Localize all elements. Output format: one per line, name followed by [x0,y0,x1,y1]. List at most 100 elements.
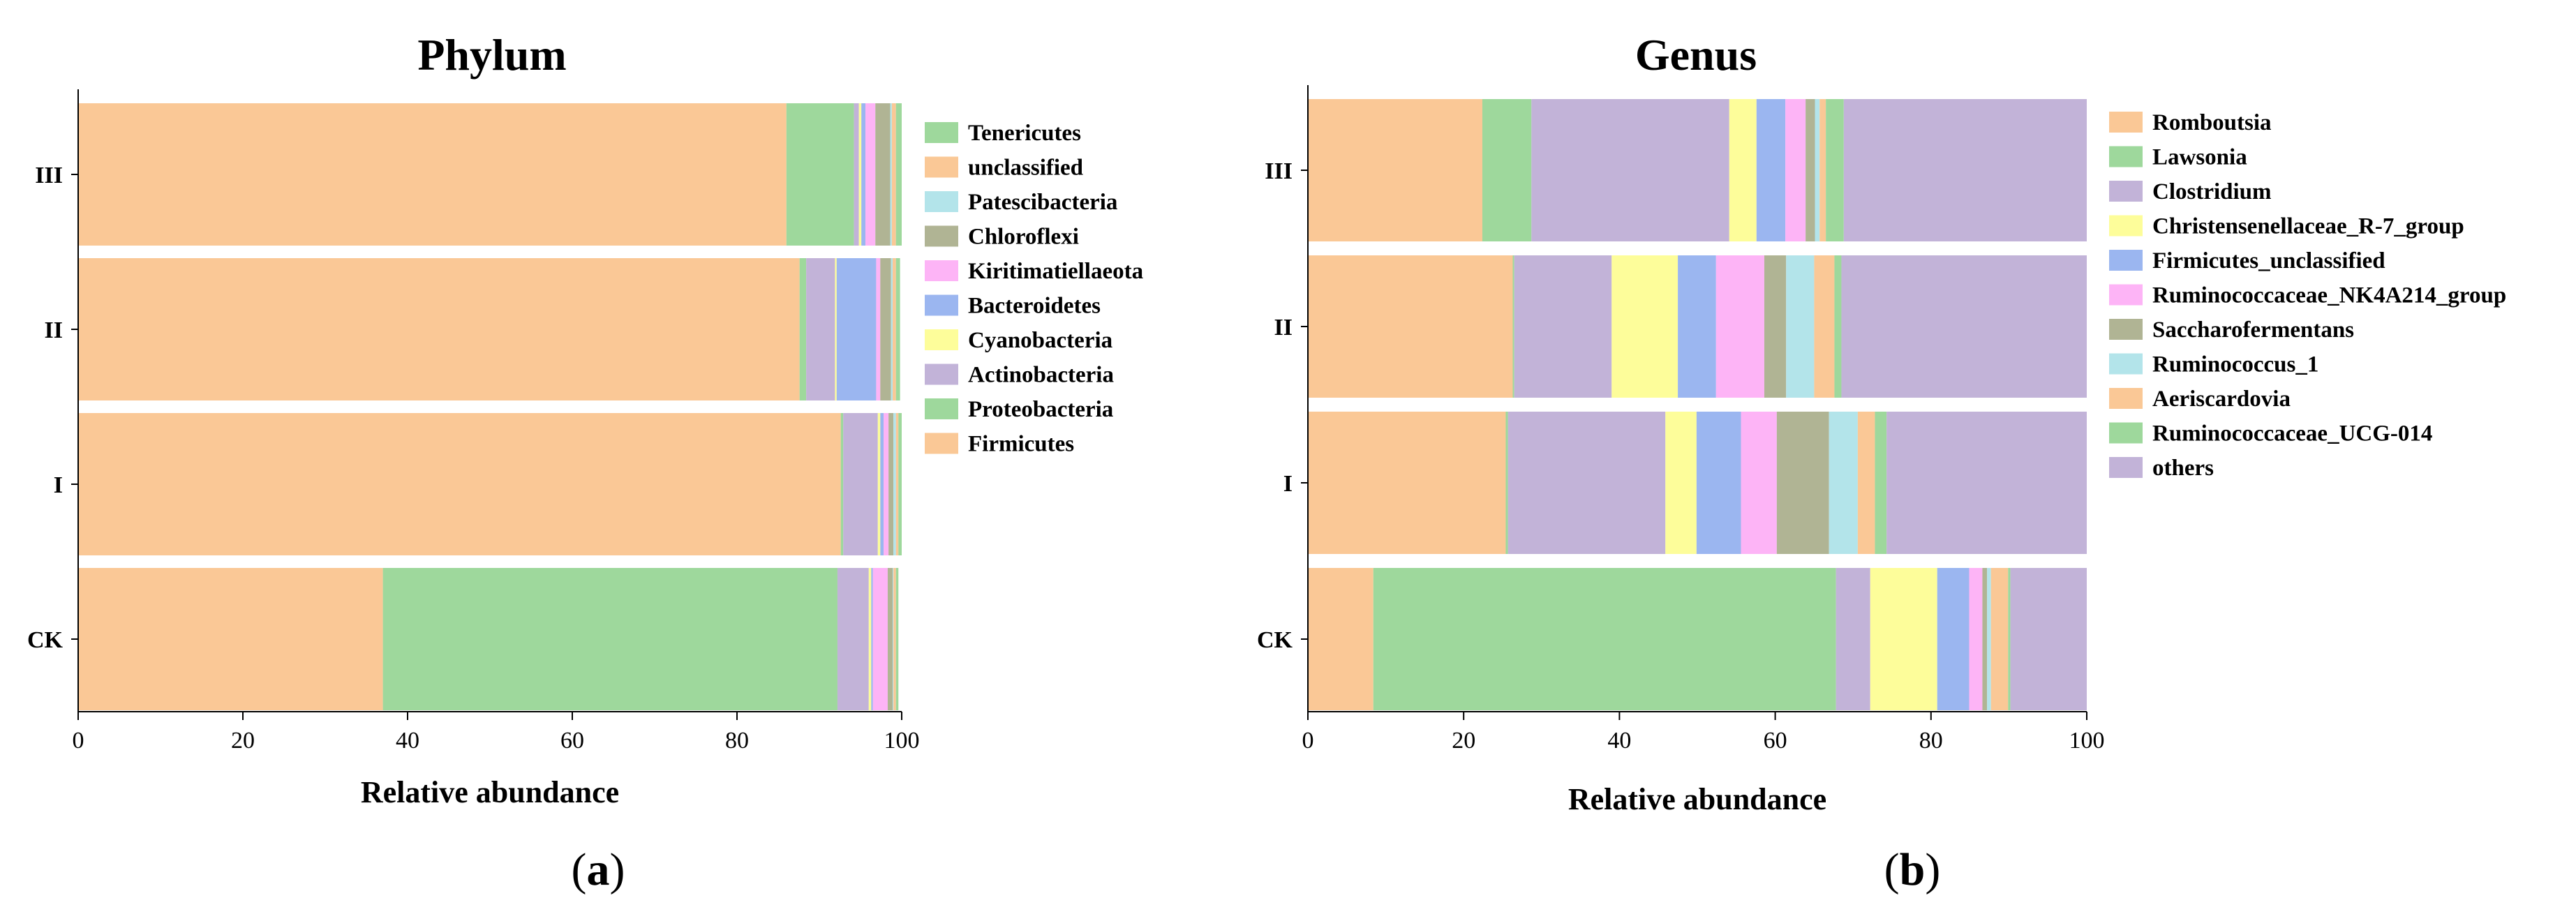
bar-segment-i-3 [1665,412,1697,554]
legend-label: Patescibacteria [968,190,1117,215]
panel-label-open: ( [1884,844,1900,895]
bar-segment-ck-6 [1982,568,1988,710]
bar-segment-iii-0 [78,103,787,246]
bar-segment-ck-5 [1969,568,1983,710]
x-tick-label: 0 [1302,728,1314,754]
bar-segment-iii-9 [895,103,902,246]
bar-segment-ck-1 [382,568,837,710]
legend-label: Kiritimatiellaeota [968,259,1143,284]
bar-segment-ck-9 [2008,568,2011,710]
legend-swatch [2109,146,2143,167]
legend-swatch [925,122,958,143]
legend: Tenericutes unclassified Patescibacteria Ch… [925,121,1143,457]
bar-segment-iii-4 [861,103,866,246]
bar-segment-i-2 [843,413,878,555]
legend-swatch [925,294,958,316]
legend-label: others [2152,456,2214,481]
legend-label: Ruminococcus_1 [2152,352,2318,377]
bar-segment-ii-4 [1678,255,1716,398]
panel-label: (a) [572,844,625,895]
bar-segment-ck-6 [887,568,893,710]
bar-segment-ii-2 [806,258,835,400]
bar-segment-iii-6 [1806,99,1815,241]
bar-segment-iii-9 [1826,99,1844,241]
bar-segment-ck-10 [2010,568,2087,710]
bar-segment-ii-0 [1308,255,1513,398]
bar-segment-iii-10 [1843,99,2087,241]
bar-segment-ii-1 [799,258,807,400]
x-tick-label: 100 [884,728,920,754]
bar-segment-i-7 [1829,412,1858,554]
x-tick-label: 20 [231,728,255,754]
legend-label: Proteobacteria [968,397,1113,422]
category-label: I [1283,471,1293,497]
legend: Romboutsia Lawsonia Clostridium Christensen… [2109,110,2506,481]
x-tick-label: 20 [1452,728,1475,754]
legend-swatch [2109,457,2143,478]
category-label: CK [1257,627,1293,653]
bar-segment-i-4 [1696,412,1741,554]
bar-segment-ii-10 [1841,255,2087,398]
bar-segment-i-3 [877,413,881,555]
bar-segment-i-9 [1875,412,1887,554]
bar-segment-i-1 [1505,412,1508,554]
legend-swatch [925,433,958,454]
bar-segment-i-8 [1857,412,1875,554]
panel-label-letter: b [1900,844,1926,895]
panel-label: (b) [1884,844,1941,895]
legend-label: unclassified [968,156,1083,181]
legend-label: Firmicutes [968,432,1074,457]
bar-segment-ii-3 [1611,255,1678,398]
legend-swatch [925,364,958,385]
bar-segment-ii-6 [880,258,891,400]
bar-segment-iii-4 [1756,99,1786,241]
x-tick-label: 80 [725,728,749,754]
bar-segment-i-2 [1507,412,1666,554]
bar-segment-ii-8 [1814,255,1835,398]
legend-label: Saccharofermentans [2152,317,2354,343]
bar-segment-i-1 [840,413,844,555]
category-label: CK [27,627,64,653]
bar-segment-ck-9 [895,568,899,710]
legend-label: Clostridium [2152,179,2272,204]
bar-segment-ck-7 [1987,568,1991,710]
bar-segment-ii-0 [78,258,800,400]
bar-segment-iii-7 [890,103,892,246]
legend-swatch [925,398,958,419]
legend-label: Bacteroidetes [968,294,1101,319]
bar-segment-iii-8 [891,103,896,246]
legend-label: Christensenellaceae_R-7_group [2152,214,2464,239]
bar-segment-ii-7 [891,258,893,400]
legend-label: Lawsonia [2152,145,2247,170]
bar-segment-ck-2 [837,568,869,710]
bar-segment-i-6 [888,413,894,555]
bar-segment-ii-3 [835,258,837,400]
legend-swatch [925,225,958,247]
bar-segment-iii-6 [875,103,891,246]
bar-segment-iii-1 [786,103,854,246]
x-axis-label: Relative abundance [361,775,619,809]
bar-segment-i-7 [893,413,896,555]
bar-segment-ck-1 [1373,568,1836,710]
category-label: III [35,163,63,188]
bar-segment-i-8 [895,413,899,555]
legend-swatch [2109,215,2143,237]
bar-segment-ck-3 [868,568,872,710]
legend-swatch [2109,353,2143,375]
legend-swatch [2109,250,2143,271]
bar-segment-i-10 [1886,412,2087,554]
bar-segment-ck-4 [871,568,873,710]
legend-swatch [925,260,958,281]
x-axis-label: Relative abundance [1568,782,1826,816]
bar-segment-i-6 [1776,412,1829,554]
category-label: I [54,472,63,498]
x-tick-label: 60 [560,728,584,754]
bar-segment-ck-5 [872,568,888,710]
bar-segment-iii-8 [1819,99,1826,241]
legend-swatch [925,191,958,212]
legend-label: Chloroflexi [968,225,1079,250]
x-tick-label: 80 [1919,728,1943,754]
bar-segment-ck-2 [1836,568,1870,710]
bar-segment-ck-8 [893,568,896,710]
